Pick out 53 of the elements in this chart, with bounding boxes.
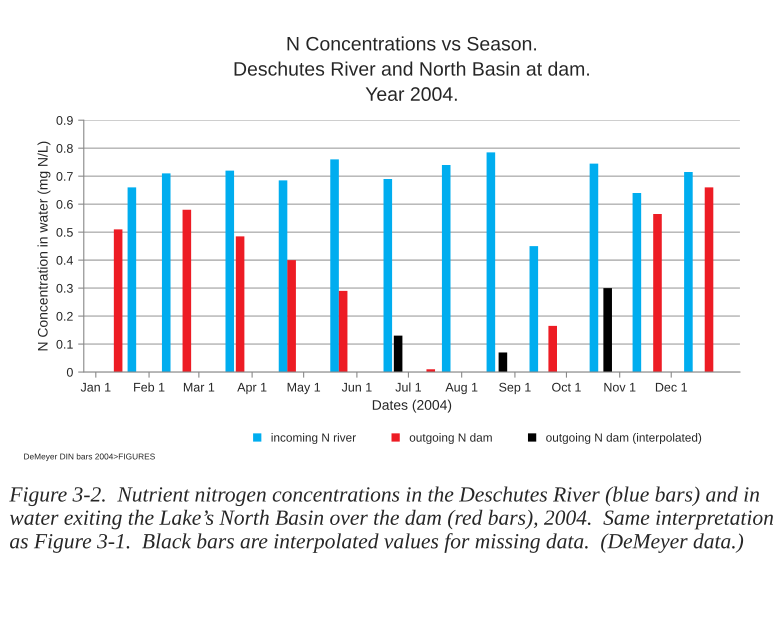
bar: [330, 159, 339, 372]
bar: [653, 214, 662, 372]
bar: [128, 187, 136, 372]
x-tick-label: Dec 1: [656, 382, 687, 392]
bar: [384, 178, 392, 372]
bar: [225, 170, 234, 372]
bar: [548, 326, 557, 372]
y-tick-label: 0.1: [56, 340, 73, 349]
bar: [287, 260, 296, 372]
legend-label: outgoing N dam (interpolated): [546, 433, 702, 444]
x-tick-label: Jul 1: [395, 382, 422, 392]
x-tick-label: Feb 1: [134, 382, 164, 392]
y-tick-label: 0.2: [56, 312, 73, 321]
y-tick-label: 0.9: [56, 116, 73, 125]
y-tick-label: 0.3: [56, 284, 73, 293]
legend-label: incoming N river: [272, 433, 356, 444]
bar: [394, 336, 402, 372]
x-tick-label: Jun 1: [342, 382, 372, 392]
x-tick-label: Sep 1: [499, 382, 531, 394]
bar: [632, 192, 642, 372]
caption: Figure 3-2. Nutrient nitrogen concentrations in the Deschutes River (blue bars) and in water exiting the Lake’s North Basin over the dam (red bars), 2004. Same interpretation as Figure 3-1. Black bars are interpolated values for missing data. (DeMeyer data.): [9, 486, 774, 553]
bar: [590, 164, 598, 372]
x-tick-label: Jan 1: [80, 382, 110, 392]
x-tick-label: Nov 1: [604, 382, 636, 392]
x-tick-label: Apr 1: [237, 382, 266, 394]
text: DeMeyer DIN bars 2004>FIGURES: [24, 453, 155, 462]
bar: [114, 229, 122, 372]
bar: [236, 236, 244, 372]
x-tick-label: May 1: [288, 382, 320, 394]
bar: [603, 288, 612, 372]
y-tick-label: 0.5: [56, 228, 73, 237]
x-tick-label: Oct 1: [552, 382, 581, 392]
bar: [442, 164, 451, 372]
bar: [182, 210, 192, 372]
y-tick-label: 0.4: [56, 256, 73, 265]
x-tick-label: Aug 1: [445, 382, 478, 394]
y-axis-title: N Concentration in water (mg N/L): [37, 142, 50, 350]
bar: [162, 173, 171, 372]
legend-label: outgoing N dam: [410, 433, 492, 444]
bar: [486, 152, 496, 372]
bar: [338, 290, 348, 372]
bar: [498, 352, 508, 372]
bar: [530, 246, 538, 372]
x-tick-label: Mar 1: [184, 382, 214, 392]
y-tick-label: 0.6: [56, 200, 73, 209]
chart-title: N Concentrations vs Season. Deschutes River and North Basin at dam. Year 2004.: [234, 36, 589, 101]
x-axis-title: Dates (2004): [372, 400, 452, 413]
y-tick-label: 0.8: [56, 144, 73, 153]
bar: [704, 187, 714, 372]
y-tick-label: 0.7: [56, 172, 73, 181]
bar: [278, 180, 288, 372]
y-tick-label: 0: [66, 368, 73, 377]
bar: [684, 172, 693, 372]
